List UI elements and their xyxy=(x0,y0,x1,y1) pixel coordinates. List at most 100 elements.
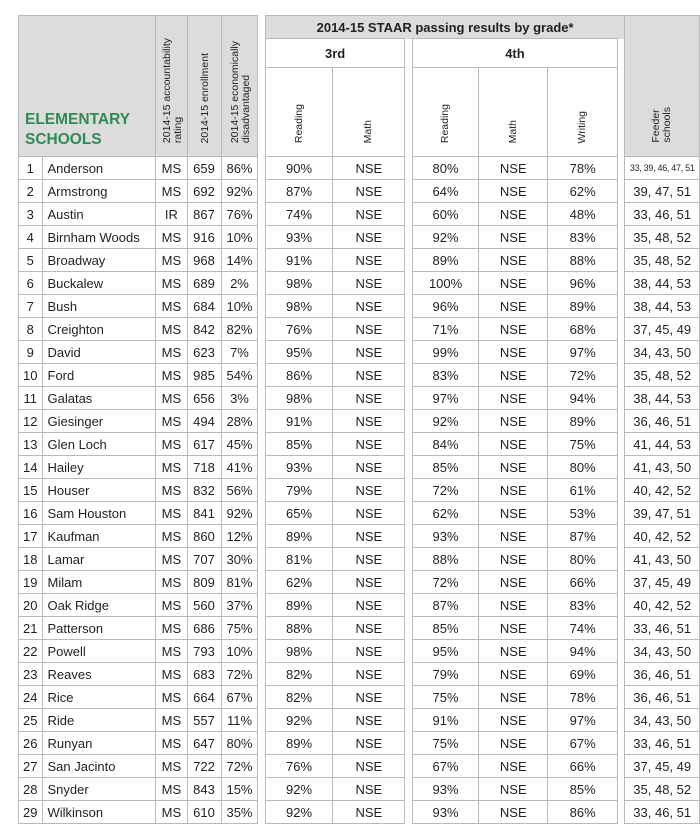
table-row: 9 David MS 623 7% 95% NSE 99% NSE 97% 34, 43, 50 xyxy=(18,340,700,364)
grade4-reading: 80% xyxy=(412,156,480,180)
grade4-reading: 72% xyxy=(412,478,480,502)
enrollment: 560 xyxy=(187,593,222,617)
grade3-math: NSE xyxy=(332,271,406,295)
table-body: 1 Anderson MS 659 86% 90% NSE 80% NSE 78% 33, 39, … xyxy=(18,156,700,824)
school-name: Creighton xyxy=(41,317,156,341)
accountability-rating: MS xyxy=(154,363,189,387)
enrollment: 617 xyxy=(187,432,222,456)
enrollment: 722 xyxy=(187,754,222,778)
economically-disadvantaged: 41% xyxy=(220,455,259,479)
grade3-reading: 86% xyxy=(264,363,334,387)
grade3-math: NSE xyxy=(332,547,406,571)
table-row: 7 Bush MS 684 10% 98% NSE 96% NSE 89% 38, 44, 53 xyxy=(18,294,700,318)
school-name: Reaves xyxy=(41,662,156,686)
grade3-math: NSE xyxy=(332,248,406,272)
economically-disadvantaged: 72% xyxy=(220,754,259,778)
row-number: 23 xyxy=(18,662,43,686)
economically-disadvantaged: 67% xyxy=(220,685,259,709)
economically-disadvantaged: 76% xyxy=(220,202,259,226)
table-row: 16 Sam Houston MS 841 92% 65% NSE 62% NSE 53% 39, … xyxy=(18,501,700,525)
school-name: Wilkinson xyxy=(41,800,156,824)
grade4-math: NSE xyxy=(478,271,549,295)
grade4-writing: 66% xyxy=(547,754,618,778)
grade3-reading: 98% xyxy=(264,386,334,410)
grade3-reading: 89% xyxy=(264,524,334,548)
table-row: 14 Hailey MS 718 41% 93% NSE 85% NSE 80% 41, 43, 5… xyxy=(18,455,700,479)
accountability-rating: MS xyxy=(154,156,189,180)
enrollment: 664 xyxy=(187,685,222,709)
row-number: 28 xyxy=(18,777,43,801)
grade4-reading: 84% xyxy=(412,432,480,456)
row-number: 27 xyxy=(18,754,43,778)
table-row: 3 Austin IR 867 76% 74% NSE 60% NSE 48% 33, 46, 51 xyxy=(18,202,700,226)
grade4-math: NSE xyxy=(478,340,549,364)
feeder-schools: 40, 42, 52 xyxy=(624,478,700,502)
row-number: 14 xyxy=(18,455,43,479)
table-row: 25 Ride MS 557 11% 92% NSE 91% NSE 97% 34, 43, 50 xyxy=(18,708,700,732)
grade3-math: NSE xyxy=(332,317,406,341)
header-accountability-rating: 2014-15 accountability rating xyxy=(154,15,189,157)
accountability-rating: MS xyxy=(154,386,189,410)
table-row: 26 Runyan MS 647 80% 89% NSE 75% NSE 67% 33, 46, 5… xyxy=(18,731,700,755)
accountability-rating: MS xyxy=(154,248,189,272)
enrollment: 793 xyxy=(187,639,222,663)
table-row: 4 Birnham Woods MS 916 10% 93% NSE 92% NSE 83% 35,… xyxy=(18,225,700,249)
grade4-reading: 88% xyxy=(412,547,480,571)
economically-disadvantaged: 28% xyxy=(220,409,259,433)
grade4-reading: 62% xyxy=(412,501,480,525)
grade3-reading: 92% xyxy=(264,777,334,801)
grade3-math: NSE xyxy=(332,570,406,594)
row-number: 4 xyxy=(18,225,43,249)
grade3-reading: 62% xyxy=(264,570,334,594)
feeder-schools: 38, 44, 53 xyxy=(624,294,700,318)
enrollment: 718 xyxy=(187,455,222,479)
grade4-writing: 72% xyxy=(547,363,618,387)
enrollment: 843 xyxy=(187,777,222,801)
grade3-math: NSE xyxy=(332,708,406,732)
grade4-writing: 74% xyxy=(547,616,618,640)
table-row: 10 Ford MS 985 54% 86% NSE 83% NSE 72% 35, 48, 52 xyxy=(18,363,700,387)
grade3-math: NSE xyxy=(332,156,406,180)
economically-disadvantaged: 10% xyxy=(220,639,259,663)
enrollment: 656 xyxy=(187,386,222,410)
grade4-math: NSE xyxy=(478,202,549,226)
grade4-writing: 85% xyxy=(547,777,618,801)
table-row: 27 San Jacinto MS 722 72% 76% NSE 67% NSE 66% 37, … xyxy=(18,754,700,778)
school-name: San Jacinto xyxy=(41,754,156,778)
accountability-rating: MS xyxy=(154,409,189,433)
economically-disadvantaged: 10% xyxy=(220,294,259,318)
grade4-writing: 83% xyxy=(547,593,618,617)
enrollment: 494 xyxy=(187,409,222,433)
feeder-schools: 36, 46, 51 xyxy=(624,685,700,709)
grade4-reading: 87% xyxy=(412,593,480,617)
accountability-rating: MS xyxy=(154,570,189,594)
header-econ-line-2: disadvantaged xyxy=(239,74,252,143)
school-name: Giesinger xyxy=(41,409,156,433)
grade4-math: NSE xyxy=(478,294,549,318)
enrollment: 867 xyxy=(187,202,222,226)
accountability-rating: MS xyxy=(154,685,189,709)
accountability-rating: MS xyxy=(154,731,189,755)
row-number: 19 xyxy=(18,570,43,594)
accountability-rating: MS xyxy=(154,639,189,663)
row-number: 21 xyxy=(18,616,43,640)
school-name: Broadway xyxy=(41,248,156,272)
grade4-reading: 93% xyxy=(412,800,480,824)
accountability-rating: MS xyxy=(154,271,189,295)
school-name: Buckalew xyxy=(41,271,156,295)
school-name: Powell xyxy=(41,639,156,663)
grade4-math: NSE xyxy=(478,570,549,594)
economically-disadvantaged: 10% xyxy=(220,225,259,249)
grade3-math: NSE xyxy=(332,777,406,801)
grade3-reading: 93% xyxy=(264,225,334,249)
grade3-reading: 82% xyxy=(264,662,334,686)
grade4-reading: 92% xyxy=(412,225,480,249)
table-row: 21 Patterson MS 686 75% 88% NSE 85% NSE 74% 33, 46… xyxy=(18,616,700,640)
economically-disadvantaged: 30% xyxy=(220,547,259,571)
header-3rd-math-label: Math xyxy=(362,119,375,143)
grade4-reading: 96% xyxy=(412,294,480,318)
grade4-math: NSE xyxy=(478,593,549,617)
grade3-reading: 98% xyxy=(264,271,334,295)
school-name: Snyder xyxy=(41,777,156,801)
economically-disadvantaged: 81% xyxy=(220,570,259,594)
